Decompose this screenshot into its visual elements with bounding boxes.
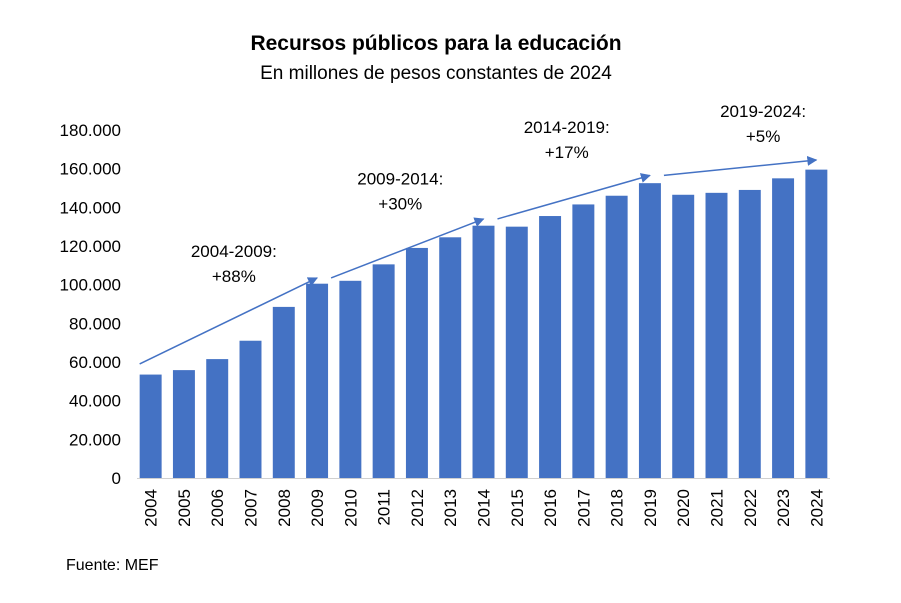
y-tick-label: 100.000 bbox=[60, 276, 121, 295]
bar-2020 bbox=[672, 194, 695, 478]
x-tick-label: 2019 bbox=[641, 489, 660, 527]
bar-2023 bbox=[772, 178, 795, 479]
x-tick-label: 2013 bbox=[441, 489, 460, 527]
x-tick-label: 2007 bbox=[242, 489, 261, 527]
annotation-period: 2019-2024: bbox=[720, 102, 806, 121]
x-tick-label: 2023 bbox=[774, 489, 793, 527]
x-tick-label: 2016 bbox=[541, 489, 560, 527]
growth-arrow bbox=[663, 155, 818, 177]
bar-2016 bbox=[539, 216, 562, 479]
x-tick-label: 2011 bbox=[375, 489, 394, 526]
bar-2006 bbox=[206, 359, 229, 478]
bar-2009 bbox=[306, 283, 329, 478]
y-tick-label: 120.000 bbox=[60, 237, 121, 256]
annotation-period: 2004-2009: bbox=[191, 242, 277, 261]
bar-2019 bbox=[638, 183, 661, 478]
bar-2008 bbox=[272, 306, 295, 478]
y-tick-label: 0 bbox=[112, 469, 121, 488]
bar-2017 bbox=[572, 204, 595, 478]
x-tick-label: 2014 bbox=[475, 489, 494, 527]
x-tick-label: 2015 bbox=[508, 489, 527, 527]
source-note: Fuente: MEF bbox=[66, 557, 159, 574]
x-tick-label: 2021 bbox=[708, 489, 727, 527]
y-tick-label: 140.000 bbox=[60, 198, 121, 217]
y-tick-label: 20.000 bbox=[69, 430, 121, 449]
bar-2007 bbox=[239, 340, 262, 478]
growth-arrows bbox=[139, 155, 818, 365]
bar-2021 bbox=[705, 192, 728, 479]
x-tick-label: 2008 bbox=[275, 489, 294, 527]
bars bbox=[139, 169, 828, 479]
bar-2012 bbox=[405, 247, 428, 478]
annotation-period: 2009-2014: bbox=[357, 169, 443, 188]
x-axis: 2004 2005 2006 2007 2008 2009 2010 2011 2012 2013… bbox=[142, 489, 827, 527]
x-tick-label: 2022 bbox=[741, 489, 760, 527]
x-tick-label: 2005 bbox=[175, 489, 194, 527]
bar-2011 bbox=[372, 264, 395, 478]
x-tick-label: 2012 bbox=[408, 489, 427, 527]
x-tick-label: 2017 bbox=[574, 489, 593, 527]
bar-2014 bbox=[472, 225, 495, 478]
x-tick-label: 2018 bbox=[608, 489, 627, 527]
growth-arrow bbox=[330, 217, 485, 279]
x-tick-label: 2010 bbox=[341, 489, 360, 527]
y-axis: 0 20.000 40.000 60.000 80.000 100.000 120.000 1… bbox=[60, 121, 121, 488]
y-tick-label: 40.000 bbox=[69, 392, 121, 411]
x-tick-label: 2024 bbox=[807, 489, 826, 527]
chart-subtitle: En millones de pesos constantes de 2024 bbox=[260, 63, 612, 84]
growth-arrow bbox=[497, 173, 651, 220]
bar-2010 bbox=[339, 280, 362, 478]
x-tick-label: 2020 bbox=[674, 489, 693, 527]
bar-2022 bbox=[738, 189, 761, 478]
x-tick-label: 2004 bbox=[142, 489, 161, 527]
bar-2024 bbox=[805, 169, 828, 478]
bar-2018 bbox=[605, 195, 628, 478]
y-tick-label: 60.000 bbox=[69, 353, 121, 372]
bar-2004 bbox=[139, 374, 162, 478]
bar-2015 bbox=[505, 226, 528, 478]
y-tick-label: 80.000 bbox=[69, 314, 121, 333]
bar-2013 bbox=[439, 237, 462, 478]
annotation-change: +88% bbox=[212, 267, 256, 286]
growth-arrow bbox=[139, 277, 318, 365]
bar-2005 bbox=[172, 370, 195, 478]
x-tick-label: 2009 bbox=[308, 489, 327, 527]
annotation-change: +5% bbox=[746, 127, 781, 146]
y-tick-label: 180.000 bbox=[60, 121, 121, 140]
x-tick-label: 2006 bbox=[208, 489, 227, 527]
annotation-period: 2014-2019: bbox=[524, 118, 610, 137]
annotation-change: +30% bbox=[378, 194, 422, 213]
annotation-change: +17% bbox=[545, 143, 589, 162]
chart-title: Recursos públicos para la educación bbox=[250, 32, 621, 55]
growth-annotations: 2004-2009: +88% 2009-2014: +30% 2014-2019: +1… bbox=[191, 102, 806, 286]
y-tick-label: 160.000 bbox=[60, 160, 121, 179]
